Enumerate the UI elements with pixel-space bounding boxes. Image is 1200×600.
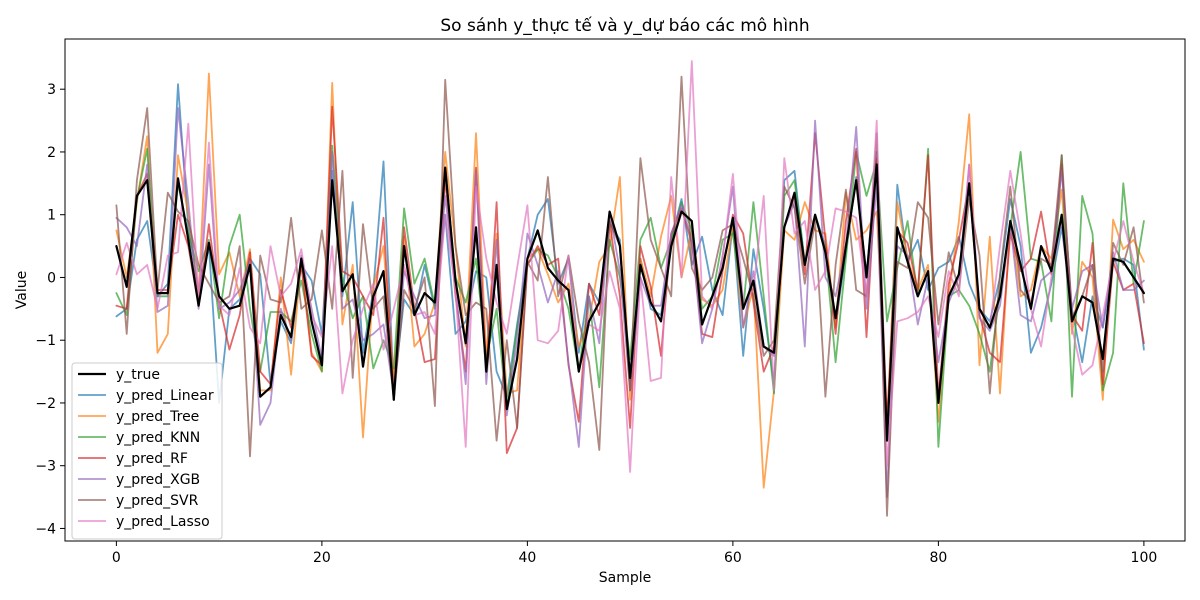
legend-label-y-pred-knn: y_pred_KNN: [116, 430, 200, 446]
legend-label-y-pred-xgb: y_pred_XGB: [116, 472, 200, 488]
legend-box: [71, 362, 223, 540]
x-axis-label: Sample: [599, 570, 652, 586]
axes-frame: [64, 38, 1186, 542]
y-tick-label: 1: [47, 208, 56, 224]
y-tick-label: −4: [35, 521, 56, 537]
legend-label-y-pred-lasso: y_pred_Lasso: [116, 514, 210, 530]
x-tick-label: 40: [518, 550, 536, 566]
legend-label-y-pred-tree: y_pred_Tree: [116, 409, 199, 425]
y-tick-label: −2: [35, 396, 56, 412]
x-tick-label: 20: [313, 550, 331, 566]
y-axis-label: Value: [14, 271, 30, 309]
axis-ticks: 0 20 40 60 80 100 −4 −3 −2 −1 0 1 2 3: [35, 82, 1157, 566]
x-tick-label: 60: [724, 550, 742, 566]
x-tick-label: 0: [112, 550, 121, 566]
legend-label-y-pred-rf: y_pred_RF: [116, 451, 188, 467]
y-tick-label: −3: [35, 459, 56, 475]
y-tick-label: 3: [47, 82, 56, 98]
y-tick-label: 0: [47, 270, 56, 286]
series-line-y-pred-tree: [115, 72, 1145, 489]
series-line-y-true: [115, 163, 1146, 442]
y-tick-label: 2: [47, 145, 56, 161]
legend: y_true y_pred_Linear y_pred_Tree y_pred_KNN…: [71, 362, 223, 540]
plot-area: [115, 60, 1146, 517]
legend-label-y-true: y_true: [116, 367, 160, 383]
x-tick-label: 80: [929, 550, 947, 566]
legend-label-y-pred-linear: y_pred_Linear: [116, 388, 214, 404]
y-tick-label: −1: [35, 333, 56, 349]
x-tick-label: 100: [1131, 550, 1158, 566]
chart-title: So sánh y_thực tế và y_dự báo các mô hìn…: [440, 15, 809, 36]
legend-label-y-pred-svr: y_pred_SVR: [116, 493, 199, 509]
